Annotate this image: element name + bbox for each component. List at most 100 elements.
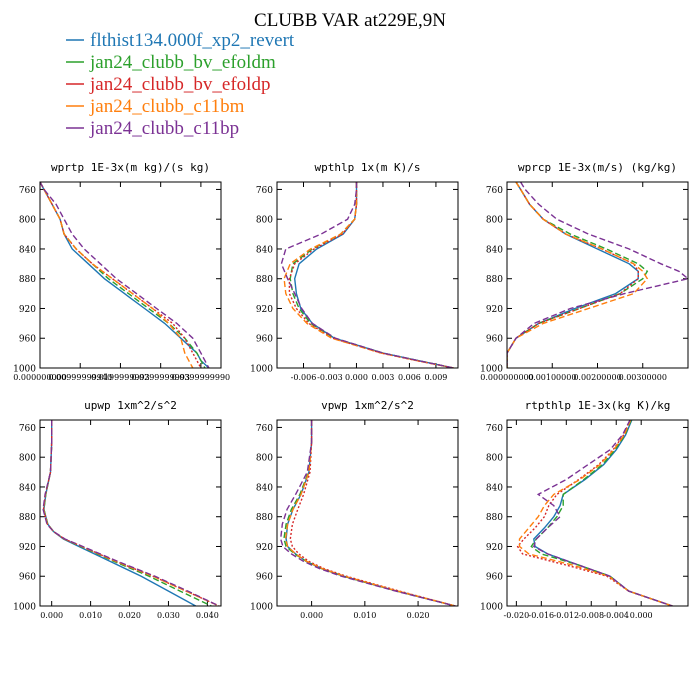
- y-tick-label: 880: [256, 275, 273, 285]
- series-line: [43, 420, 212, 606]
- panels: wprtp 1E-3x(m kg)/(s kg) 760 800 840 880 920 9…: [13, 161, 689, 620]
- x-tick-label: 0.0399999990: [172, 373, 231, 382]
- series-line: [293, 182, 454, 368]
- legend-label: jan24_clubb_c11bp: [89, 118, 239, 139]
- x-tick-label: 0.0299999993: [131, 373, 190, 382]
- y-tick-label: 920: [19, 305, 36, 315]
- y-tick-label: 760: [19, 186, 36, 196]
- series-group: [42, 420, 220, 606]
- x-tick-label: 0.00300000: [619, 373, 667, 382]
- chart-title: rtpthlp 1E-3x(kg K)/kg: [525, 399, 671, 412]
- figure-title: CLUBB VAR at229E,9N: [254, 10, 446, 31]
- x-tick-label: 0.006: [398, 373, 421, 382]
- x-tick-label: -0.004: [603, 611, 629, 620]
- series-line: [284, 420, 456, 606]
- series-line: [42, 420, 220, 606]
- series-line: [283, 420, 456, 606]
- series-line: [289, 420, 456, 606]
- x-tick-label: 0.000: [40, 611, 63, 620]
- x-tick-label: 0.000: [345, 373, 368, 382]
- y-tick-label: 960: [256, 573, 273, 583]
- y-tick-label: 960: [19, 573, 36, 583]
- series-line: [42, 420, 220, 606]
- chart-title: wpthlp 1x(m K)/s: [315, 161, 421, 174]
- y-tick-label: 880: [486, 275, 503, 285]
- y-tick-label: 1000: [13, 603, 36, 613]
- y-tick-label: 1000: [250, 365, 273, 375]
- chart-title: wprtp 1E-3x(m kg)/(s kg): [51, 161, 210, 174]
- y-tick-label: 920: [256, 543, 273, 553]
- series-line: [40, 182, 210, 368]
- x-tick-label: 0.003: [371, 373, 394, 382]
- plot-frame: [506, 181, 689, 369]
- series-line: [279, 420, 456, 606]
- x-tick-label: 0.040: [196, 611, 219, 620]
- y-tick-label: 880: [256, 513, 273, 523]
- series-group: [279, 420, 456, 606]
- y-tick-label: 760: [486, 186, 503, 196]
- y-tick-label: 840: [486, 483, 503, 493]
- y-tick-label: 880: [19, 275, 36, 285]
- chart-panel: wpthlp 1x(m K)/s 760 800 840 880 920 960 1000 -0…: [250, 161, 459, 382]
- y-tick-label: 800: [19, 216, 36, 226]
- x-tick-label: 0.000: [630, 611, 653, 620]
- plot-frame: [39, 181, 222, 369]
- y-tick-label: 800: [256, 454, 273, 464]
- y-tick-label: 1000: [250, 603, 273, 613]
- y-tick-label: 880: [486, 513, 503, 523]
- y-tick-label: 760: [19, 424, 36, 434]
- x-tick-label: -0.003: [317, 373, 343, 382]
- series-line: [280, 182, 454, 368]
- y-tick-label: 960: [486, 573, 503, 583]
- series-line: [532, 420, 673, 606]
- plot-frame: [276, 181, 459, 369]
- x-tick-label: 0.000000000: [480, 373, 533, 382]
- series-line: [43, 420, 197, 606]
- series-line: [288, 182, 454, 368]
- y-tick-label: 1000: [480, 603, 503, 613]
- y-tick-label: 800: [256, 216, 273, 226]
- series-line: [530, 420, 673, 606]
- y-tick-label: 960: [256, 335, 273, 345]
- y-tick-label: 1000: [13, 365, 36, 375]
- series-group: [516, 420, 673, 606]
- y-tick-label: 920: [256, 305, 273, 315]
- y-tick-label: 760: [256, 186, 273, 196]
- chart-panel: upwp 1xm^2/s^2 760 800 840 880 920 960 1000 0.00…: [13, 399, 222, 620]
- y-tick-label: 1000: [480, 365, 503, 375]
- y-tick-label: 920: [486, 305, 503, 315]
- x-tick-label: -0.020: [504, 611, 530, 620]
- y-tick-label: 920: [19, 543, 36, 553]
- legend: flthist134.000f_xp2_revertjan24_clubb_bv…: [66, 30, 295, 139]
- x-tick-label: 0.020: [407, 611, 430, 620]
- y-tick-label: 920: [486, 543, 503, 553]
- legend-label: jan24_clubb_bv_efoldm: [89, 52, 276, 73]
- chart-title: vpwp 1xm^2/s^2: [321, 399, 414, 412]
- chart-panel: rtpthlp 1E-3x(kg K)/kg 760 800 840 880 920 960…: [480, 399, 689, 620]
- series-line: [507, 182, 639, 368]
- y-tick-label: 800: [486, 216, 503, 226]
- x-tick-label: 0.020: [118, 611, 141, 620]
- series-line: [283, 182, 454, 368]
- series-line: [289, 182, 454, 368]
- x-tick-label: 0.010: [79, 611, 102, 620]
- legend-label: flthist134.000f_xp2_revert: [90, 30, 295, 51]
- legend-label: jan24_clubb_bv_efoldp: [89, 74, 270, 95]
- series-line: [40, 182, 206, 368]
- x-tick-label: -0.012: [553, 611, 579, 620]
- series-line: [40, 182, 194, 368]
- series-group: [507, 182, 688, 368]
- plot-frame: [506, 419, 689, 607]
- x-tick-label: 0.00100000: [528, 373, 576, 382]
- chart-panel: wprtp 1E-3x(m kg)/(s kg) 760 800 840 880 920 9…: [13, 161, 230, 382]
- y-tick-label: 960: [486, 335, 503, 345]
- x-tick-label: 0.030: [157, 611, 180, 620]
- y-tick-label: 760: [486, 424, 503, 434]
- plot-frame: [39, 419, 222, 607]
- series-line: [507, 182, 639, 368]
- y-tick-label: 840: [256, 245, 273, 255]
- x-tick-label: 0.009: [424, 373, 447, 382]
- y-tick-label: 800: [19, 454, 36, 464]
- legend-label: jan24_clubb_c11bm: [89, 96, 245, 117]
